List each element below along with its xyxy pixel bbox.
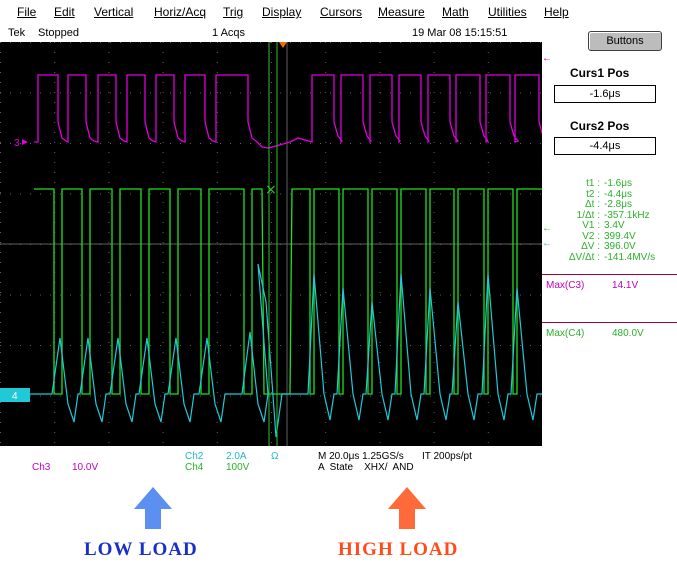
high-load-label: HIGH LOAD [338, 539, 459, 560]
max-c4-value: 480.0V [612, 328, 644, 339]
menu-trig[interactable]: Trig [223, 5, 244, 19]
menu-help[interactable]: Help [544, 5, 569, 19]
measurement-label: ΔV/Δt : [568, 251, 600, 263]
ch4-waveform [34, 188, 542, 395]
status-bar: Tek Stopped 1 Acqs 19 Mar 08 15:15:51 [0, 24, 677, 42]
ch4-label[interactable]: Ch4 [185, 462, 204, 473]
ch2-label[interactable]: Ch2 [185, 451, 204, 462]
menu-math[interactable]: Math [442, 5, 469, 19]
cursor-panel: ← Curs1 Pos -1.6μs Curs2 Pos -4.4μs t1 :… [542, 52, 677, 352]
measurement-value: -2.8μs [604, 199, 632, 210]
menu-file[interactable]: File [17, 5, 37, 19]
measurement-value: -357.1kHz [604, 209, 650, 221]
ch2-scale[interactable]: 2.0A [226, 451, 247, 462]
low-load-arrow-icon [134, 487, 172, 529]
measurement-label: V1 : [582, 220, 600, 231]
trigger-readout[interactable]: A State XHX/ AND [318, 462, 414, 473]
ch2-symbol: Ω [271, 451, 279, 462]
divider [542, 322, 677, 323]
acquisition-state: Stopped [38, 27, 79, 39]
measurement-label: V2 : [582, 230, 600, 242]
ch4-marker: 4 [12, 391, 18, 402]
measurement-label: ΔV : [581, 241, 600, 252]
measurement-label: t2 : [586, 188, 600, 200]
cursor-arrow-icon: ← [542, 223, 552, 234]
curs1-position-field[interactable]: -1.6μs [554, 85, 656, 103]
max-c3-value: 14.1V [612, 280, 639, 291]
ref-arrow-icon: ← [542, 53, 552, 64]
trigger-position-icon [279, 42, 287, 48]
menu-horiz-acq[interactable]: Horiz/Acq [154, 5, 207, 19]
timebase-readout[interactable]: M 20.0μs 1.25GS/s [318, 451, 404, 462]
buttons-button[interactable]: Buttons [588, 31, 662, 51]
measurement-value: 396.0V [604, 241, 636, 252]
date-time: 19 Mar 08 15:15:51 [412, 27, 508, 39]
measurement-value: 3.4V [604, 220, 625, 231]
ch3-scale[interactable]: 10.0V [72, 462, 99, 473]
menu-cursors[interactable]: Cursors [320, 5, 363, 19]
ch3-waveform [34, 74, 542, 149]
annotation-layer [134, 487, 426, 529]
menu-utilities[interactable]: Utilities [488, 5, 527, 19]
waveform-display[interactable]: × 3 4 [0, 42, 542, 446]
menu-display[interactable]: Display [262, 5, 302, 19]
measurement-value: 399.4V [604, 230, 636, 242]
menu-edit[interactable]: Edit [54, 5, 75, 19]
divider [542, 274, 677, 275]
curs1-title: Curs1 Pos [570, 66, 630, 80]
menu-bar: File Edit Vertical Horiz/Acq Trig Displa… [0, 0, 677, 24]
acquisition-count: 1 Acqs [212, 27, 246, 39]
measurement-value: -141.4MV/s [604, 251, 656, 263]
ch4-marker-badge[interactable] [0, 388, 30, 402]
measurement-value: -1.6μs [604, 178, 632, 189]
menu-measure[interactable]: Measure [378, 5, 425, 19]
max-c3-label: Max(C3) [546, 280, 585, 291]
interpolation-readout: IT 200ps/pt [422, 451, 472, 462]
ch3-marker[interactable]: 3 [14, 138, 20, 149]
ch2-waveform [30, 263, 542, 438]
waveform-canvas: × 3 4 [0, 42, 542, 446]
low-load-label: LOW LOAD [84, 539, 198, 560]
high-load-arrow-icon [388, 487, 426, 529]
channel-readout: Ch3 10.0V Ch2 2.0A Ω Ch4 100V M 20.0μs 1… [0, 446, 677, 480]
curs2-title: Curs2 Pos [570, 119, 630, 133]
measurement-label: 1/Δt : [576, 209, 600, 221]
measurement-label: Δt : [584, 199, 600, 210]
cursor-arrow-icon: ← [542, 238, 552, 249]
max-c4-label: Max(C4) [546, 328, 585, 339]
cursor-cross-icon: × [265, 182, 277, 198]
measurement-label: t1 : [586, 178, 600, 189]
ch3-marker-arrow-icon [22, 139, 28, 145]
measurement-value: -4.4μs [604, 188, 632, 200]
menu-vertical[interactable]: Vertical [94, 5, 134, 19]
ch3-label[interactable]: Ch3 [32, 462, 51, 473]
brand-label: Tek [8, 27, 26, 39]
ch4-scale[interactable]: 100V [226, 462, 250, 473]
curs2-position-field[interactable]: -4.4μs [554, 137, 656, 155]
